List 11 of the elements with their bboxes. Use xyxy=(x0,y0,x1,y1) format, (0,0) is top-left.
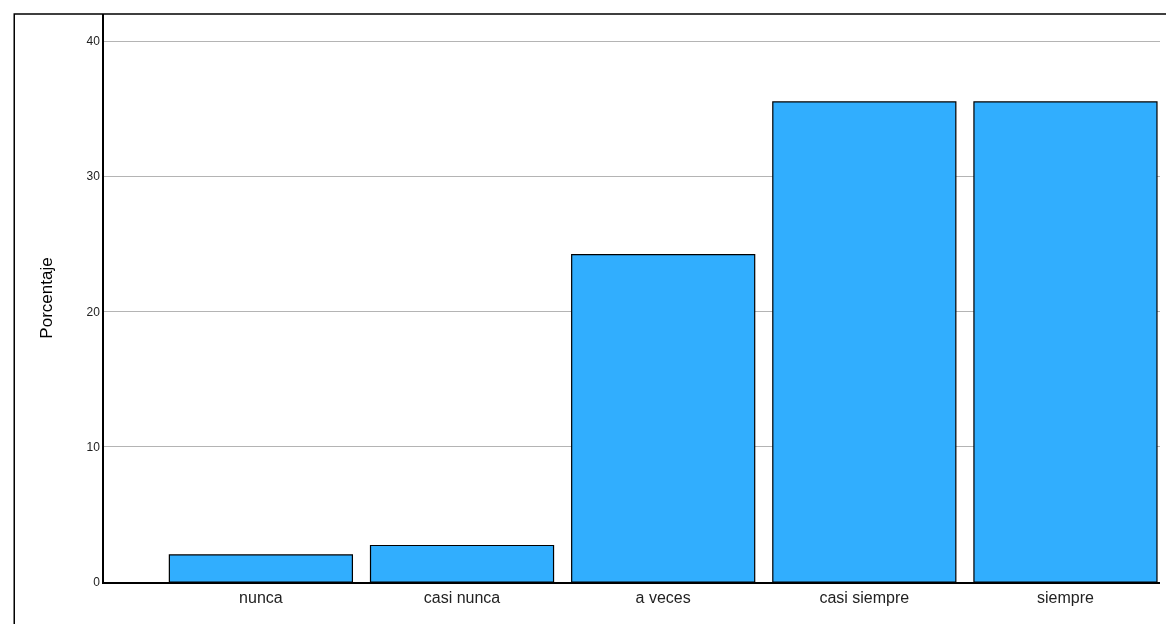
y-tick-label: 20 xyxy=(86,304,101,319)
y-tick-label: 10 xyxy=(86,439,101,454)
x-tick-label: nunca xyxy=(239,588,283,606)
x-tick-label: a veces xyxy=(635,588,691,606)
x-tick-label: siempre xyxy=(1037,588,1095,606)
x-tick-label: casi siempre xyxy=(819,588,910,606)
y-tick-label: 30 xyxy=(86,169,101,184)
y-tick-label: 40 xyxy=(86,34,101,49)
x-tick-label: casi nunca xyxy=(423,588,501,606)
y-axis-title: Porcentaje xyxy=(36,257,56,339)
y-tick-label: 0 xyxy=(93,575,101,590)
